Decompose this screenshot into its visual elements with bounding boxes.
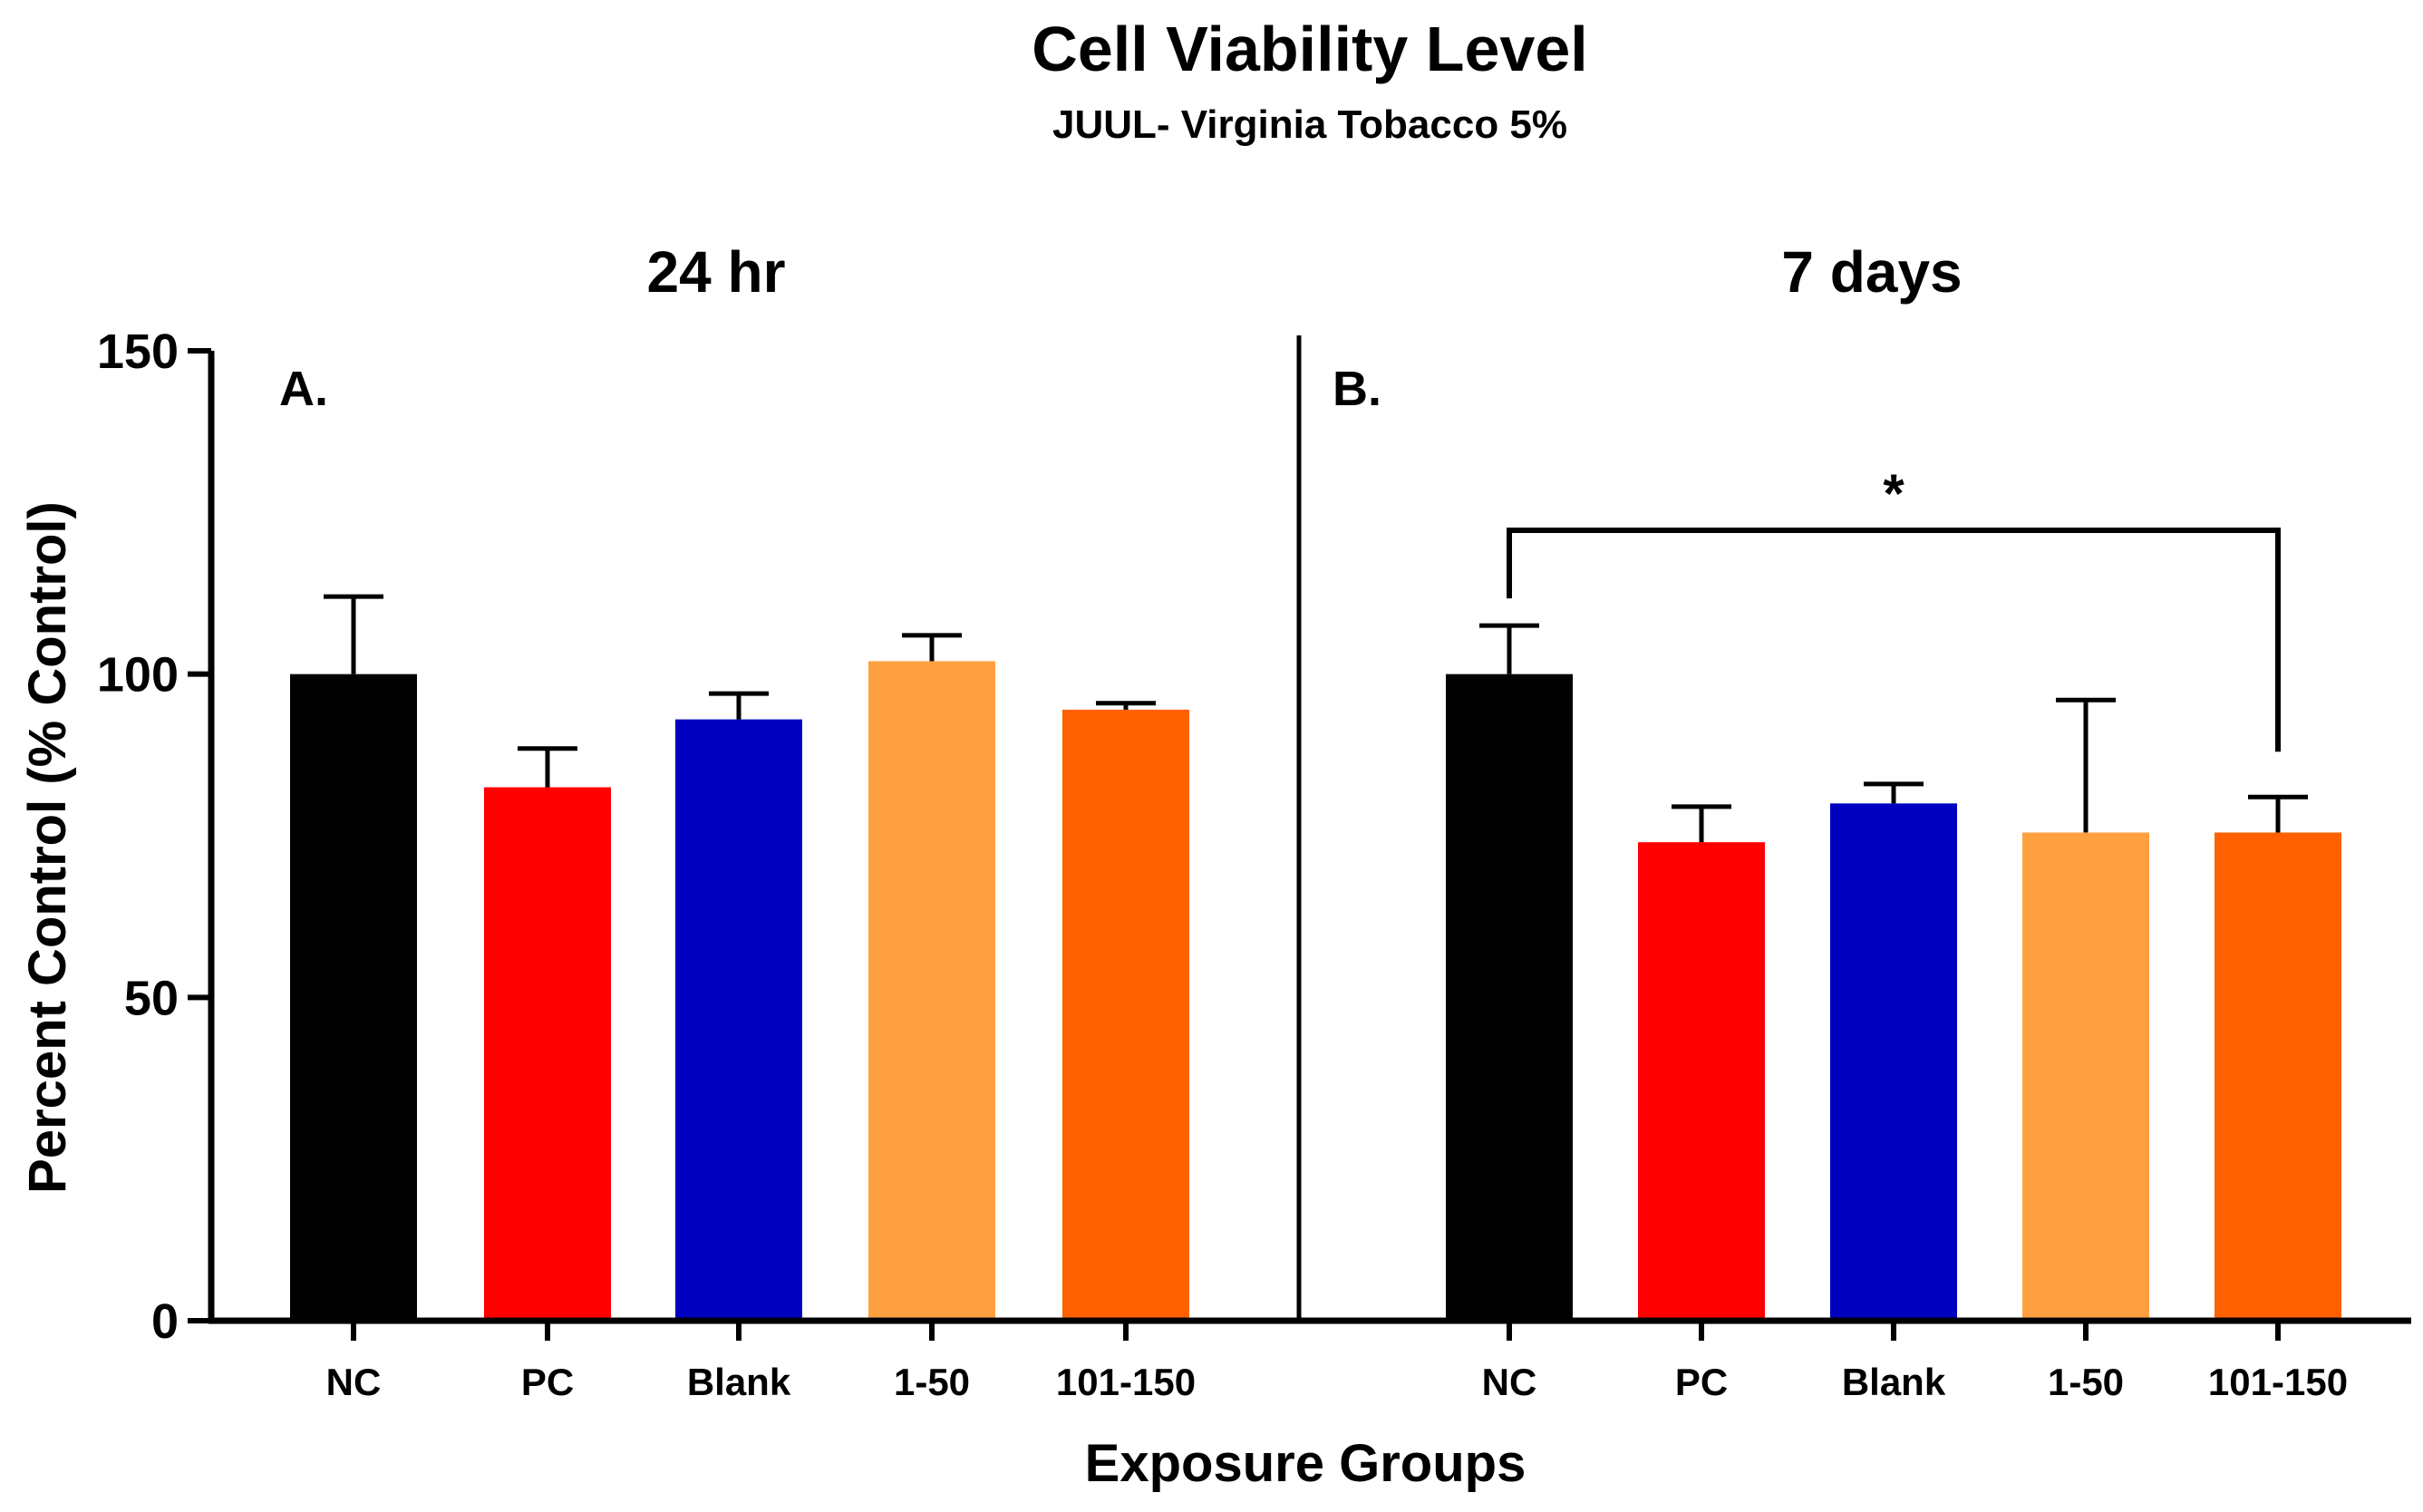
x-tick-label-7-days-101-150: 101-150 bbox=[2208, 1361, 2348, 1403]
chart-title: Cell Viability Level bbox=[1032, 14, 1587, 84]
y-tick-label-0: 0 bbox=[151, 1294, 179, 1349]
y-tick-label-150: 150 bbox=[97, 325, 179, 379]
bar-7-days-blank bbox=[1830, 803, 1957, 1321]
bar-7-days-1-50 bbox=[2022, 832, 2149, 1321]
x-tick-label-24-hr-1-50: 1-50 bbox=[894, 1361, 970, 1403]
x-tick-label-7-days-pc: PC bbox=[1675, 1361, 1728, 1403]
y-tick-label-50: 50 bbox=[124, 971, 179, 1025]
x-tick-label-7-days-nc: NC bbox=[1482, 1361, 1537, 1403]
bar-24-hr-nc bbox=[290, 674, 417, 1321]
chart-subtitle: JUUL- Virginia Tobacco 5% bbox=[1052, 102, 1567, 147]
x-tick-label-24-hr-nc: NC bbox=[326, 1361, 382, 1403]
bar-24-hr-pc bbox=[484, 787, 611, 1321]
bar-24-hr-101-150 bbox=[1062, 709, 1189, 1321]
y-tick-label-100: 100 bbox=[97, 648, 179, 703]
bar-24-hr-1-50 bbox=[868, 661, 995, 1321]
panel-label-7days: 7 days bbox=[1781, 239, 1962, 305]
bar-24-hr-blank bbox=[675, 719, 802, 1321]
chart-marks: NC PC Blank 1-50 101-150 NC PC Blank 1-50 101-150… bbox=[97, 325, 2411, 1403]
significance-bracket-0 bbox=[1507, 528, 2281, 752]
x-tick-label-24-hr-101-150: 101-150 bbox=[1056, 1361, 1196, 1403]
x-tick-label-24-hr-blank: Blank bbox=[687, 1361, 791, 1403]
x-axis-title: Exposure Groups bbox=[1085, 1434, 1526, 1493]
x-tick-label-24-hr-pc: PC bbox=[521, 1361, 574, 1403]
x-tick-label-7-days-blank: Blank bbox=[1842, 1361, 1946, 1403]
x-tick-label-7-days-1-50: 1-50 bbox=[2048, 1361, 2124, 1403]
bar-7-days-pc bbox=[1638, 842, 1765, 1321]
panel-letter-a: A. bbox=[279, 362, 328, 416]
panel-letter-b: B. bbox=[1333, 362, 1381, 416]
panel-label-24hr: 24 hr bbox=[647, 239, 786, 305]
significance-star-0: * bbox=[1883, 463, 1904, 524]
y-axis-title: Percent Control (% Control) bbox=[18, 501, 77, 1194]
bar-7-days-101-150 bbox=[2215, 832, 2341, 1321]
bar-7-days-nc bbox=[1446, 674, 1573, 1321]
